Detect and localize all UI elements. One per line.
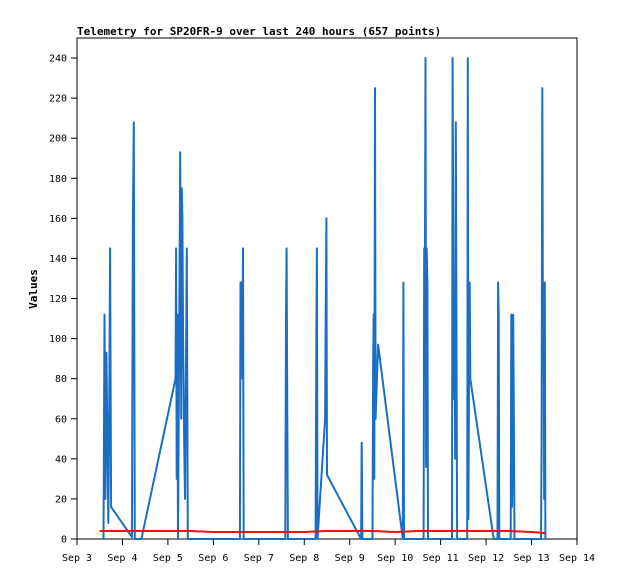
y-axis: 0 20 40 60 80 100 120 140 160 180 200 220 240 — [49, 54, 77, 546]
y-tick-label: 40 — [55, 454, 67, 465]
x-tick-label: Sep 13 — [513, 553, 549, 564]
series-line-2 — [99, 530, 545, 534]
y-tick-label: 220 — [49, 94, 67, 105]
y-tick-label: 120 — [49, 294, 67, 305]
x-tick-label: Sep 7 — [244, 553, 274, 564]
y-axis-label: Values — [27, 269, 40, 309]
x-tick-label: Sep 6 — [198, 553, 228, 564]
x-tick-label: Sep 14 — [559, 553, 595, 564]
series-layer — [99, 57, 547, 540]
x-tick-label: Sep 9 — [335, 553, 365, 564]
y-tick-label: 200 — [49, 134, 67, 145]
chart-title: Telemetry for SP20FR-9 over last 240 hou… — [77, 25, 441, 38]
x-tick-label: Sep 10 — [377, 553, 413, 564]
x-tick-label: Sep 4 — [107, 553, 137, 564]
y-tick-label: 20 — [55, 494, 67, 505]
y-tick-label: 0 — [61, 535, 67, 546]
y-tick-label: 100 — [49, 334, 67, 345]
x-tick-label: Sep 8 — [289, 553, 319, 564]
x-tick-label: Sep 11 — [423, 553, 459, 564]
y-tick-label: 80 — [55, 374, 67, 385]
plot-frame — [76, 37, 578, 540]
y-tick-label: 180 — [49, 174, 67, 185]
y-tick-label: 140 — [49, 254, 67, 265]
x-tick-label: Sep 3 — [62, 553, 92, 564]
series-line-1 — [102, 57, 547, 540]
x-axis: Sep 3 Sep 4 Sep 5 Sep 6 Sep 7 Sep 8 Sep 9 Sep 1… — [62, 539, 595, 564]
y-tick-label: 60 — [55, 414, 67, 425]
x-tick-label: Sep 12 — [468, 553, 504, 564]
x-tick-label: Sep 5 — [153, 553, 183, 564]
y-tick-label: 160 — [49, 214, 67, 225]
y-tick-label: 240 — [49, 54, 67, 65]
